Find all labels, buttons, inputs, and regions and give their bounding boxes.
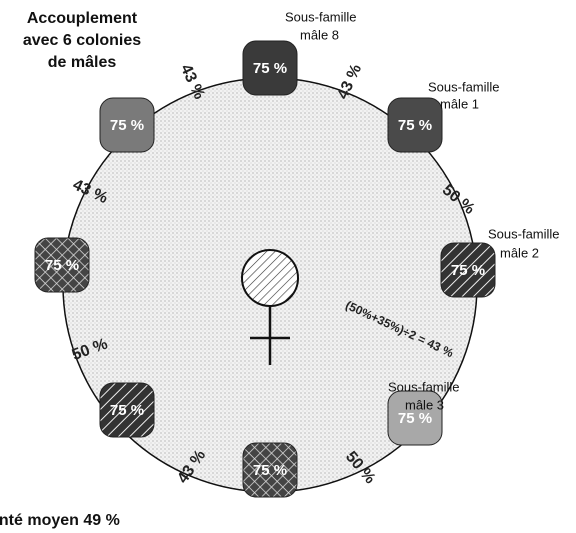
subfamily-label: mâle 3 xyxy=(405,397,444,412)
subfamily-label: Sous-famille xyxy=(488,226,560,241)
node-label: 75 % xyxy=(110,402,144,419)
subfamily-node xyxy=(99,97,155,153)
edge-label: 43 % xyxy=(334,62,365,102)
title-line: de mâles xyxy=(48,54,117,71)
subfamily-label: Sous-famille xyxy=(285,9,357,24)
title-line: Accouplement xyxy=(27,10,138,27)
node-label: 75 % xyxy=(253,60,287,77)
subfamily-label: mâle 1 xyxy=(440,96,479,111)
edge-label: 43 % xyxy=(177,62,208,102)
node-label: 75 % xyxy=(398,117,432,134)
subfamily-label: Sous-famille xyxy=(428,79,500,94)
node-label: 75 % xyxy=(45,257,79,274)
node-label: 75 % xyxy=(398,410,432,427)
subfamily-label: mâle 2 xyxy=(500,245,539,260)
node-label: 75 % xyxy=(253,462,287,479)
subfamily-node xyxy=(387,390,443,446)
subfamily-node xyxy=(242,40,298,96)
subfamily-node xyxy=(387,97,443,153)
subfamily-node xyxy=(440,242,496,298)
footer: Degré de parenté moyen 49 % xyxy=(0,512,120,529)
subfamily-label: mâle 8 xyxy=(300,27,339,42)
title-line: avec 6 colonies xyxy=(23,32,141,49)
subfamily-node xyxy=(242,442,298,498)
node-label: 75 % xyxy=(110,117,144,134)
subfamily-label: Sous-famille xyxy=(388,379,460,394)
subfamily-node xyxy=(99,382,155,438)
node-label: 75 % xyxy=(451,262,485,279)
female-symbol xyxy=(241,249,299,365)
subfamily-node xyxy=(34,237,90,293)
